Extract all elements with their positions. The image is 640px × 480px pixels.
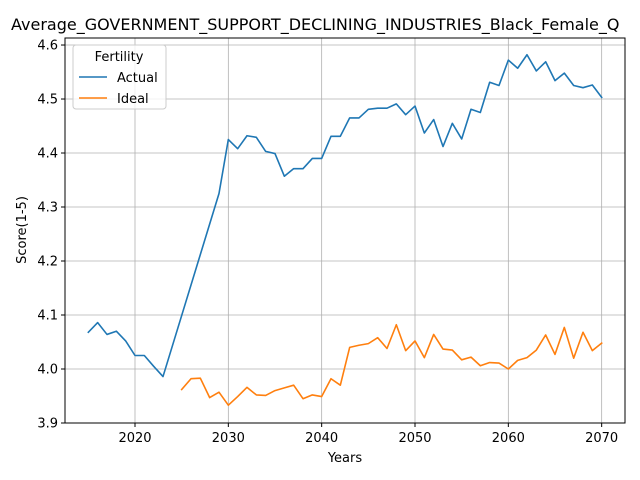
legend: Fertility Actual Ideal <box>72 44 167 110</box>
legend-box <box>72 44 167 110</box>
x-tick-label: 2040 <box>305 431 338 446</box>
legend-label-ideal: Ideal <box>117 92 149 107</box>
legend-label-actual: Actual <box>117 71 158 86</box>
chart-title: Average_GOVERNMENT_SUPPORT_DECLINING_IND… <box>11 15 619 35</box>
x-tick-label: 2070 <box>585 431 618 446</box>
series-lines <box>87 53 603 406</box>
gridlines <box>65 38 625 424</box>
series-line-actual <box>87 53 603 378</box>
y-tick-label: 4.2 <box>37 255 58 270</box>
series-line-ideal <box>180 323 603 406</box>
x-tick-label: 2030 <box>212 431 245 446</box>
y-tick-label: 4.1 <box>37 309 58 324</box>
x-tick-label: 2020 <box>118 431 151 446</box>
x-axis-title: Years <box>327 451 363 466</box>
y-tick-label: 4.0 <box>37 363 58 378</box>
y-axis-title: Score(1-5) <box>15 196 30 264</box>
y-tick-label: 4.4 <box>37 147 58 162</box>
legend-title: Fertility <box>95 50 144 65</box>
y-tick-label: 4.6 <box>37 39 58 54</box>
plot-frame <box>64 37 626 424</box>
x-tick-label: 2060 <box>492 431 525 446</box>
axis-ticks: 2020 2030 2040 2050 2060 2070 3.9 4.0 4.1 4.2 4.3 4… <box>37 39 618 446</box>
x-tick-label: 2050 <box>398 431 431 446</box>
y-tick-label: 4.5 <box>37 93 58 108</box>
y-tick-label: 3.9 <box>37 417 58 432</box>
y-tick-label: 4.3 <box>37 201 58 216</box>
